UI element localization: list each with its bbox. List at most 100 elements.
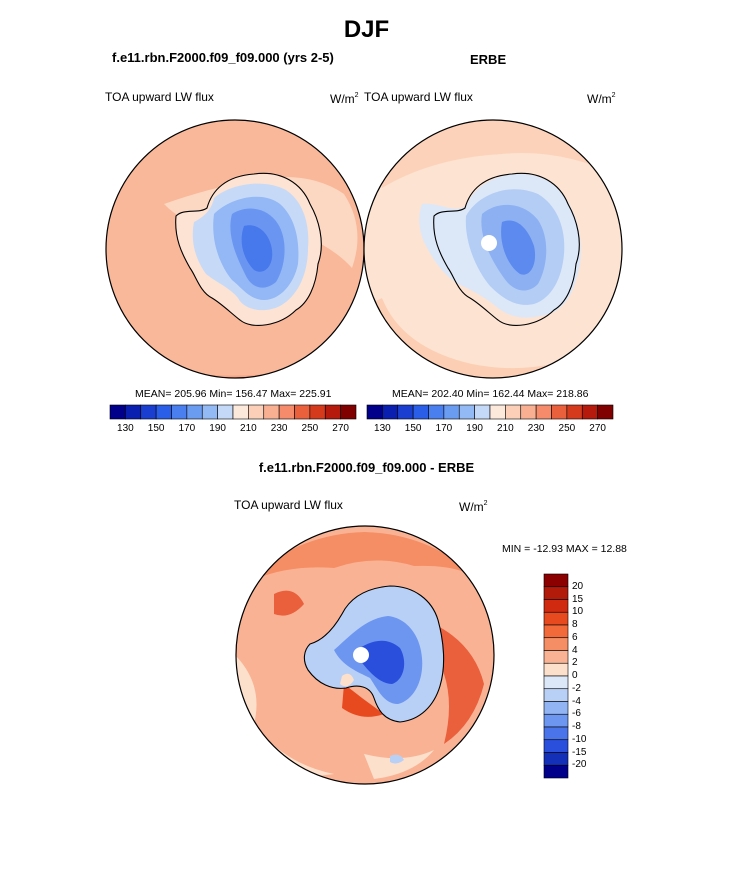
model-stats: MEAN= 205.96 Min= 156.47 Max= 225.91	[135, 388, 332, 400]
colorbar-swatch	[201, 404, 218, 420]
colorbar-swatch	[543, 662, 569, 677]
colorbar-tick-label: 170	[435, 423, 453, 434]
obs-stats: MEAN= 202.40 Min= 162.44 Max= 218.86	[392, 388, 589, 400]
colorbar-tick-label: -8	[572, 721, 581, 732]
colorbar-swatch	[543, 637, 569, 651]
colorbar-tick-label: 190	[209, 423, 226, 434]
colorbar-tick-label: 210	[497, 423, 514, 434]
colorbar-swatch	[543, 713, 569, 728]
diff-neutral-band-south	[364, 750, 434, 779]
colorbar-tick-label: 8	[572, 619, 578, 630]
model-coastline	[175, 172, 322, 326]
colorbar-swatch	[543, 701, 569, 715]
colorbar-tick-label: 0	[572, 670, 578, 681]
colorbar-tick-label: 4	[572, 644, 578, 656]
colorbar-swatch	[543, 611, 569, 626]
colorbar-swatch	[597, 404, 614, 420]
colorbar-swatch	[543, 764, 569, 779]
colorbar-swatch	[543, 586, 569, 600]
colorbar-swatch	[474, 404, 491, 420]
colorbar-tick-label: 20	[572, 580, 584, 592]
colorbar-swatch	[543, 675, 569, 690]
colorbar-swatch	[397, 404, 414, 420]
diff-stats: MIN = -12.93 MAX = 12.88	[502, 543, 627, 555]
colorbar-tick-label: -2	[572, 682, 581, 694]
colorbar-swatch	[140, 404, 157, 420]
obs-variable-label: TOA upward LW flux	[364, 90, 473, 104]
obs-ice-core	[501, 220, 536, 275]
colorbar-tick-label: 230	[270, 423, 288, 434]
diff-negative-patch-ocean	[390, 754, 404, 764]
colorbar-swatch	[566, 404, 583, 420]
colorbar-swatch	[543, 599, 569, 613]
obs-map	[363, 119, 623, 379]
colorbar-swatch	[278, 404, 295, 420]
page-title: DJF	[343, 16, 390, 43]
colorbar-swatch	[366, 404, 383, 420]
obs-pole-missing	[481, 235, 497, 251]
obs-units: W/m2	[587, 92, 616, 106]
colorbar-swatch	[428, 404, 445, 420]
colorbar-tick-label: 190	[466, 423, 483, 434]
colorbar-swatch	[543, 650, 569, 664]
diff-colorbar	[543, 573, 569, 779]
model-run-title: f.e11.rbn.F2000.f09_f09.000 (yrs 2-5)	[112, 50, 334, 65]
diff-pole-missing	[353, 647, 369, 663]
model-variable-label: TOA upward LW flux	[105, 90, 214, 104]
diff-neutral-patch-ross	[340, 673, 354, 687]
colorbar-swatch	[155, 404, 172, 420]
colorbar-tick-label: 130	[117, 423, 134, 434]
diff-positive-patch-east	[434, 624, 484, 744]
colorbar-tick-label: 210	[240, 423, 257, 434]
colorbar-swatch	[109, 404, 126, 420]
colorbar-tick-label: 6	[572, 631, 578, 643]
diff-positive-patch-west	[274, 590, 304, 616]
colorbar-swatch	[382, 404, 399, 420]
diff-positive-patch-peninsula	[342, 684, 384, 717]
colorbar-swatch	[263, 404, 280, 420]
colorbar-swatch	[543, 739, 569, 753]
colorbar-tick-label: 130	[374, 423, 391, 434]
colorbar-tick-label: -20	[572, 759, 587, 771]
colorbar-tick-label: 15	[572, 593, 584, 605]
colorbar-swatch	[543, 688, 569, 702]
obs-colorbar	[366, 404, 614, 420]
colorbar-swatch	[186, 404, 203, 420]
colorbar-tick-label: -4	[572, 695, 581, 707]
colorbar-swatch	[535, 404, 552, 420]
colorbar-tick-label: 10	[572, 606, 584, 618]
colorbar-swatch	[543, 624, 569, 639]
colorbar-swatch	[489, 404, 506, 420]
model-units: W/m2	[330, 92, 359, 106]
colorbar-tick-label: 230	[527, 423, 545, 434]
colorbar-swatch	[458, 404, 475, 420]
colorbar-tick-label: 150	[404, 423, 422, 434]
colorbar-swatch	[294, 404, 311, 420]
obs-title: ERBE	[470, 52, 507, 67]
diff-variable-label: TOA upward LW flux	[234, 498, 343, 512]
colorbar-swatch	[217, 404, 234, 420]
colorbar-swatch	[412, 404, 429, 420]
obs-coastline	[433, 172, 580, 326]
colorbar-swatch	[171, 404, 188, 420]
colorbar-tick-label: 250	[558, 423, 576, 434]
colorbar-swatch	[505, 404, 522, 420]
colorbar-swatch	[248, 404, 265, 420]
colorbar-swatch	[543, 726, 569, 741]
colorbar-tick-label: 170	[178, 423, 196, 434]
diff-units: W/m2	[459, 500, 488, 514]
colorbar-tick-label: 2	[572, 657, 578, 669]
colorbar-swatch	[581, 404, 598, 420]
model-map	[105, 119, 365, 379]
colorbar-tick-label: 270	[589, 423, 606, 434]
colorbar-tick-label: -6	[572, 708, 581, 720]
colorbar-swatch	[125, 404, 142, 420]
colorbar-swatch	[309, 404, 326, 420]
model-colorbar	[109, 404, 357, 420]
diff-coastline	[303, 585, 445, 723]
colorbar-tick-label: -10	[572, 733, 587, 745]
obs-map-border	[363, 119, 623, 379]
colorbar-swatch	[443, 404, 460, 420]
colorbar-swatch	[543, 752, 569, 766]
colorbar-tick-label: -15	[572, 746, 587, 758]
